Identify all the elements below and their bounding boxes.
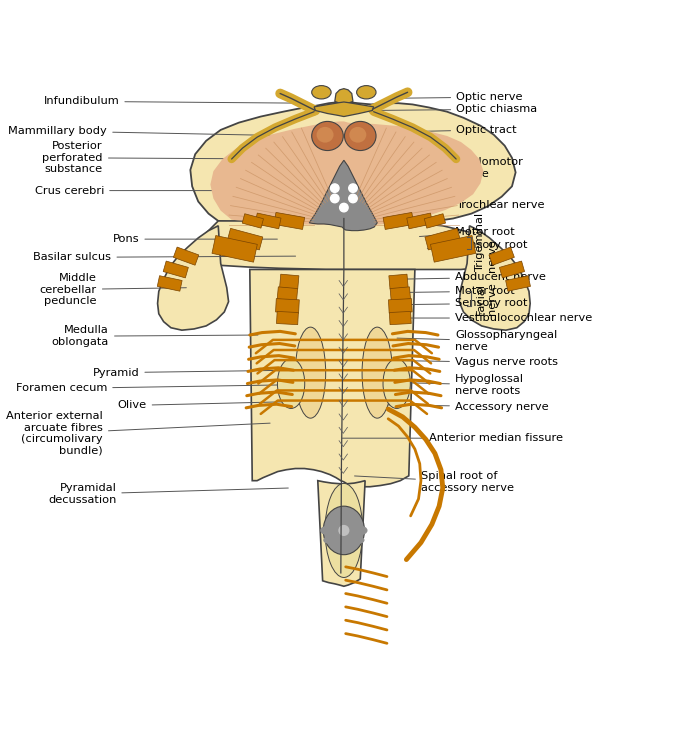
Ellipse shape bbox=[383, 359, 410, 408]
Text: Glossopharyngeal
nerve: Glossopharyngeal nerve bbox=[397, 330, 557, 352]
Text: Medulla
oblongata: Medulla oblongata bbox=[52, 325, 258, 347]
Text: Crus cerebri: Crus cerebri bbox=[34, 186, 244, 196]
Text: Vagus nerve roots: Vagus nerve roots bbox=[395, 357, 558, 368]
Text: Oculomotor
nerve: Oculomotor nerve bbox=[395, 157, 523, 179]
Polygon shape bbox=[489, 247, 514, 265]
Text: Facial
nerve: Facial nerve bbox=[475, 282, 497, 315]
Polygon shape bbox=[158, 226, 228, 330]
Text: Vestibulocochlear nerve: Vestibulocochlear nerve bbox=[400, 313, 592, 323]
Ellipse shape bbox=[345, 122, 376, 150]
Circle shape bbox=[339, 203, 348, 212]
Text: Olive: Olive bbox=[118, 400, 283, 411]
Ellipse shape bbox=[295, 327, 326, 418]
Text: Trigeminal
nerve: Trigeminal nerve bbox=[475, 213, 497, 273]
Ellipse shape bbox=[325, 483, 363, 578]
Ellipse shape bbox=[354, 537, 364, 544]
Polygon shape bbox=[389, 299, 412, 313]
Text: Trochlear nerve: Trochlear nerve bbox=[421, 199, 545, 210]
Polygon shape bbox=[500, 261, 525, 278]
Text: Motor root: Motor root bbox=[420, 226, 514, 237]
Polygon shape bbox=[227, 228, 263, 250]
Ellipse shape bbox=[323, 506, 364, 555]
Text: Foramen cecum: Foramen cecum bbox=[16, 384, 288, 393]
Text: Middle
cerebellar
peduncle: Middle cerebellar peduncle bbox=[40, 273, 187, 306]
Circle shape bbox=[339, 525, 349, 535]
Polygon shape bbox=[318, 481, 365, 587]
Polygon shape bbox=[506, 276, 531, 291]
Text: Sensory root: Sensory root bbox=[402, 298, 527, 309]
Circle shape bbox=[331, 194, 339, 203]
Polygon shape bbox=[242, 214, 264, 228]
Polygon shape bbox=[459, 226, 530, 330]
Polygon shape bbox=[389, 274, 408, 289]
Polygon shape bbox=[191, 101, 516, 225]
Polygon shape bbox=[383, 212, 414, 230]
Ellipse shape bbox=[312, 85, 331, 99]
Text: Accessory nerve: Accessory nerve bbox=[387, 402, 548, 411]
Circle shape bbox=[331, 184, 339, 193]
Polygon shape bbox=[212, 236, 258, 262]
Polygon shape bbox=[276, 299, 299, 313]
Text: Sensory root: Sensory root bbox=[427, 240, 527, 250]
Polygon shape bbox=[276, 311, 298, 325]
Polygon shape bbox=[210, 122, 483, 224]
Polygon shape bbox=[158, 276, 182, 291]
Text: Pons: Pons bbox=[113, 234, 277, 244]
Text: Basilar sulcus: Basilar sulcus bbox=[33, 252, 295, 262]
Polygon shape bbox=[425, 228, 460, 250]
Text: Infundibulum: Infundibulum bbox=[43, 97, 305, 106]
Ellipse shape bbox=[312, 122, 343, 150]
Ellipse shape bbox=[277, 359, 305, 408]
Text: Pyramid: Pyramid bbox=[93, 368, 288, 378]
Text: Pyramidal
decussation: Pyramidal decussation bbox=[48, 483, 288, 505]
Circle shape bbox=[349, 194, 357, 203]
Text: Motor root: Motor root bbox=[400, 286, 514, 296]
Ellipse shape bbox=[357, 85, 376, 99]
Circle shape bbox=[349, 184, 357, 193]
Text: Optic chiasma: Optic chiasma bbox=[372, 104, 537, 114]
Polygon shape bbox=[274, 212, 305, 230]
Text: Posterior
perforated
substance: Posterior perforated substance bbox=[43, 141, 289, 174]
Ellipse shape bbox=[323, 537, 334, 544]
Polygon shape bbox=[314, 102, 374, 116]
Text: Anterior median fissure: Anterior median fissure bbox=[343, 433, 563, 443]
Text: Optic tract: Optic tract bbox=[408, 125, 516, 135]
Text: Mammillary body: Mammillary body bbox=[8, 126, 299, 136]
Text: Anterior external
arcuate fibres
(circumolivary
bundle): Anterior external arcuate fibres (circum… bbox=[6, 411, 270, 456]
Polygon shape bbox=[163, 261, 189, 278]
Polygon shape bbox=[198, 221, 481, 270]
Polygon shape bbox=[250, 270, 415, 487]
Ellipse shape bbox=[362, 327, 393, 418]
Polygon shape bbox=[425, 214, 445, 228]
Text: Abducent nerve: Abducent nerve bbox=[402, 273, 546, 282]
Polygon shape bbox=[310, 160, 377, 230]
Ellipse shape bbox=[354, 526, 368, 535]
Ellipse shape bbox=[349, 127, 366, 143]
Polygon shape bbox=[173, 247, 199, 265]
Polygon shape bbox=[390, 287, 410, 300]
Ellipse shape bbox=[316, 127, 333, 143]
Ellipse shape bbox=[320, 526, 333, 535]
Polygon shape bbox=[280, 274, 299, 289]
Text: Spinal root of
accessory nerve: Spinal root of accessory nerve bbox=[354, 471, 514, 493]
Polygon shape bbox=[389, 311, 411, 325]
Polygon shape bbox=[255, 213, 281, 229]
Polygon shape bbox=[277, 287, 297, 300]
Text: Optic nerve: Optic nerve bbox=[391, 92, 523, 102]
Text: Hypoglossal
nerve roots: Hypoglossal nerve roots bbox=[391, 374, 524, 396]
Polygon shape bbox=[335, 88, 353, 103]
Polygon shape bbox=[407, 213, 433, 229]
Polygon shape bbox=[431, 236, 476, 262]
